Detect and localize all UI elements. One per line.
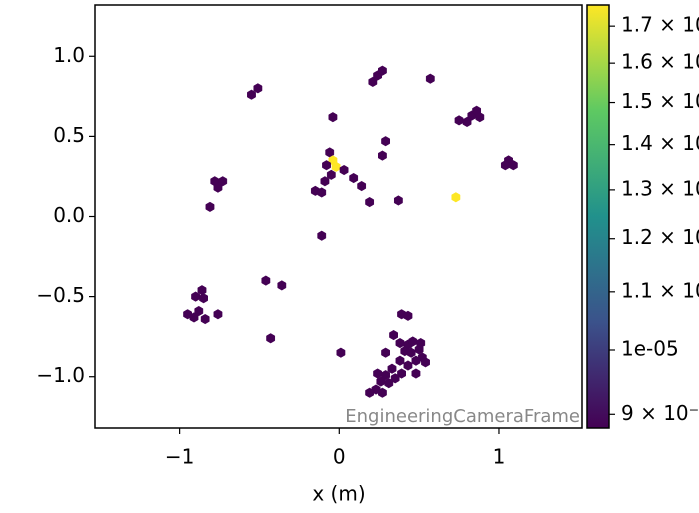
hex-cell <box>395 337 405 349</box>
hex-cell <box>378 387 387 398</box>
hex-cell <box>277 280 287 291</box>
hex-cell <box>336 347 346 358</box>
colorbar <box>586 4 610 429</box>
hex-cell <box>213 182 223 193</box>
hex-cell <box>403 310 413 321</box>
colorbar-tick-label: 1.3 × 10⁻⁵ <box>621 176 699 200</box>
hex-cell <box>218 176 228 187</box>
hex-cell <box>376 376 386 387</box>
colorbar-tick-label: 1.2 × 10⁻⁵ <box>621 225 699 249</box>
plot-area <box>95 5 582 428</box>
y-tick-label: −0.5 <box>36 283 85 307</box>
y-tick-label: −1.0 <box>36 363 85 387</box>
colorbar-tick-label: 1.5 × 10⁻⁵ <box>621 89 699 113</box>
hex-cell <box>357 180 367 192</box>
hex-cell <box>261 275 271 286</box>
hex-cell <box>365 387 375 398</box>
hex-cell <box>416 337 426 349</box>
x-tick-label: 0 <box>333 445 346 469</box>
hex-cell <box>322 160 331 171</box>
hex-cell <box>328 112 338 123</box>
hex-cell <box>349 172 359 184</box>
hex-cell <box>454 115 464 126</box>
x-tick-label: −1 <box>165 445 194 469</box>
y-tick-label: 0.0 <box>53 203 85 227</box>
hex-cell <box>508 160 518 171</box>
colorbar-tick-label: 1.6 × 10⁻⁵ <box>621 50 699 74</box>
hex-cell <box>389 329 398 341</box>
colorbar-tick-label: 1.1 × 10⁻⁵ <box>621 278 699 302</box>
hex-cell <box>199 293 208 304</box>
hex-cell <box>378 150 387 161</box>
hex-cell <box>266 333 276 344</box>
y-tick-label: 0.5 <box>53 123 85 147</box>
hex-cell <box>194 305 204 317</box>
hex-cell <box>395 355 405 366</box>
hex-cell <box>408 336 418 347</box>
watermark: EngineeringCameraFrame <box>345 406 580 427</box>
hex-cell <box>213 309 223 320</box>
y-tick-label: 1.0 <box>53 43 85 67</box>
hex-cell <box>247 89 256 100</box>
x-tick-label: 1 <box>493 445 506 469</box>
hex-cell <box>317 230 327 241</box>
hex-cell <box>200 313 210 325</box>
hex-cell <box>451 192 461 203</box>
hex-cell <box>205 201 215 212</box>
colorbar-tick-label: 1.4 × 10⁻⁵ <box>621 131 699 155</box>
hex-cell <box>411 368 421 379</box>
hex-cell <box>500 160 510 171</box>
hex-cell <box>425 73 435 84</box>
hex-cell <box>381 136 391 147</box>
hex-cell <box>421 357 430 368</box>
hex-cell <box>403 360 413 371</box>
colorbar-tick-label: 1e-05 <box>621 336 679 360</box>
hex-cell <box>475 112 485 123</box>
hex-cell <box>253 83 263 94</box>
x-axis-label: x (m) <box>312 482 365 506</box>
colorbar-tick-label: 9 × 10⁻⁶ <box>621 401 699 425</box>
hex-cell <box>411 355 421 366</box>
hex-cell <box>191 291 200 302</box>
hex-cell <box>393 195 403 206</box>
hex-cell <box>378 65 387 76</box>
hex-cell <box>326 169 336 180</box>
hex-cell <box>381 347 391 358</box>
colorbar-tick-label: 1.7 × 10⁻⁵ <box>621 13 699 37</box>
hex-cell <box>317 187 327 198</box>
hex-cell <box>387 363 397 374</box>
hex-cell <box>331 161 341 172</box>
hex-cell <box>384 378 394 389</box>
hex-cell <box>339 164 349 176</box>
hex-cell <box>373 368 383 379</box>
hex-cell <box>365 196 375 208</box>
hex-cell <box>406 347 416 358</box>
hex-cell <box>320 176 330 187</box>
